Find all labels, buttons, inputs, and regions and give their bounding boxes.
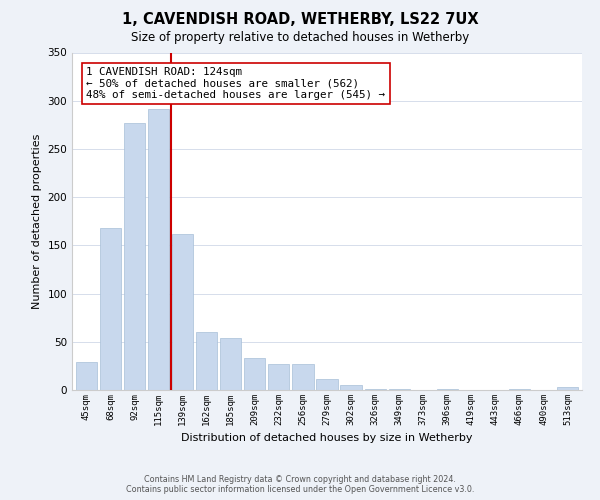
Text: 1, CAVENDISH ROAD, WETHERBY, LS22 7UX: 1, CAVENDISH ROAD, WETHERBY, LS22 7UX — [122, 12, 478, 28]
Bar — [244, 358, 265, 390]
Bar — [196, 332, 217, 390]
Bar — [389, 389, 410, 390]
Text: Size of property relative to detached houses in Wetherby: Size of property relative to detached ho… — [131, 31, 469, 44]
Bar — [316, 380, 338, 390]
Text: Contains HM Land Registry data © Crown copyright and database right 2024.
Contai: Contains HM Land Registry data © Crown c… — [126, 474, 474, 494]
Bar — [148, 110, 169, 390]
Bar — [365, 389, 386, 390]
Bar — [124, 123, 145, 390]
Bar — [509, 389, 530, 390]
Bar — [100, 228, 121, 390]
Y-axis label: Number of detached properties: Number of detached properties — [32, 134, 42, 309]
Bar — [220, 338, 241, 390]
Bar — [76, 362, 97, 390]
Bar — [172, 234, 193, 390]
Text: 1 CAVENDISH ROAD: 124sqm
← 50% of detached houses are smaller (562)
48% of semi-: 1 CAVENDISH ROAD: 124sqm ← 50% of detach… — [86, 67, 385, 100]
Bar — [340, 385, 362, 390]
Bar — [557, 387, 578, 390]
Bar — [292, 364, 314, 390]
X-axis label: Distribution of detached houses by size in Wetherby: Distribution of detached houses by size … — [181, 434, 473, 444]
Bar — [268, 364, 289, 390]
Bar — [437, 389, 458, 390]
